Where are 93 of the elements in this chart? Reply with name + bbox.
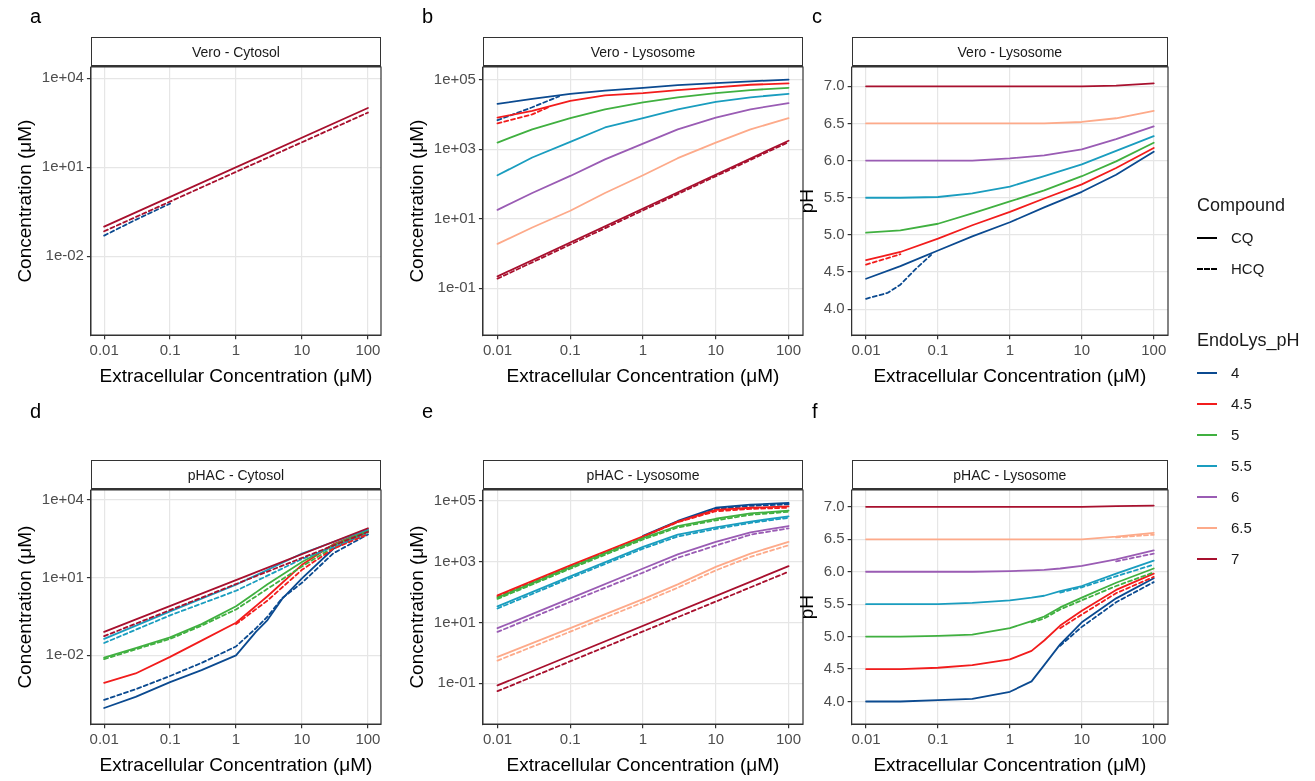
x-tick-label: 0.01 (89, 341, 119, 359)
x-tick-label: 0.01 (89, 730, 119, 748)
x-axis-title: Extracellular Concentration (μM) (873, 364, 1147, 386)
x-tick-label: 0.01 (851, 341, 881, 359)
x-tick-label: 100 (776, 730, 802, 748)
x-tick-label: 1 (1005, 341, 1015, 359)
x-tick-label: 10 (293, 730, 311, 748)
text: e (422, 400, 434, 423)
y-tick-label: 1e+03 (433, 551, 476, 569)
x-axis-title: Extracellular Concentration (μM) (99, 364, 373, 386)
y-tick-label: 7.0 (823, 497, 845, 515)
y-axis-title: Concentration (μM) (405, 119, 427, 283)
x-tick-label: 10 (1073, 730, 1091, 748)
legend-label: 5.5 (1231, 457, 1252, 474)
x-tick-label: 100 (1141, 730, 1167, 748)
chart-title: pHAC - Lysosome (851, 460, 1168, 490)
y-tick-label: 4.5 (823, 262, 845, 280)
x-tick-label: 10 (293, 341, 311, 359)
y-tick-label: 1e+03 (433, 139, 476, 157)
x-tick-label: 0.1 (559, 730, 581, 748)
legend-label: 6 (1231, 488, 1240, 505)
y-tick-label: 4.0 (823, 691, 845, 709)
text: d (30, 400, 42, 423)
y-tick-label: 1e+01 (41, 157, 84, 175)
x-tick-label: 0.01 (851, 730, 881, 748)
y-tick-label: 5.5 (823, 187, 845, 205)
y-tick-label: 6.0 (823, 150, 845, 168)
x-axis-title: Extracellular Concentration (μM) (506, 364, 780, 386)
y-axis-title: Concentration (μM) (13, 525, 35, 689)
x-tick-label: 100 (355, 730, 381, 748)
x-tick-label: 0.1 (559, 341, 581, 359)
y-axis-title: Concentration (μM) (405, 525, 427, 689)
x-tick-label: 100 (355, 341, 381, 359)
chart-title: Vero - Lysosome (482, 37, 803, 67)
x-tick-label: 1 (638, 730, 648, 748)
y-tick-label: 1e-02 (45, 246, 84, 264)
x-tick-label: 1 (638, 341, 648, 359)
legend-title: Compound (1197, 195, 1286, 216)
y-tick-label: 1e+01 (433, 208, 476, 226)
x-axis-title: Extracellular Concentration (μM) (99, 753, 373, 775)
y-tick-label: 1e+01 (41, 567, 84, 585)
chart-title: Vero - Lysosome (851, 37, 1168, 67)
y-tick-label: 6.5 (823, 529, 845, 547)
legend-label: CQ (1231, 229, 1254, 246)
x-tick-label: 0.1 (927, 730, 949, 748)
y-tick-label: 1e-01 (437, 673, 476, 691)
y-axis-title: pH (795, 188, 817, 214)
legend-label: 4 (1231, 364, 1240, 381)
x-axis-title: Extracellular Concentration (μM) (506, 753, 780, 775)
y-tick-label: 5.5 (823, 594, 845, 612)
x-tick-label: 0.1 (159, 730, 181, 748)
y-tick-label: 4.5 (823, 659, 845, 677)
x-tick-label: 1 (231, 341, 241, 359)
text: b (422, 5, 434, 28)
x-axis-title: Extracellular Concentration (μM) (873, 753, 1147, 775)
x-tick-label: 1 (1005, 730, 1015, 748)
legend-label: 7 (1231, 550, 1240, 567)
text: a (30, 5, 42, 28)
y-tick-label: 6.0 (823, 561, 845, 579)
chart-title: pHAC - Lysosome (482, 460, 803, 490)
y-tick-label: 5.0 (823, 626, 845, 644)
legend-label: 5 (1231, 426, 1240, 443)
x-tick-label: 100 (1141, 341, 1167, 359)
y-tick-label: 6.5 (823, 113, 845, 131)
legend-label: HCQ (1231, 260, 1265, 277)
legend-title: EndoLys_pH (1197, 330, 1300, 351)
y-axis-title: pH (795, 594, 817, 620)
legend-label: 4.5 (1231, 395, 1252, 412)
x-tick-label: 1 (231, 730, 241, 748)
y-tick-label: 1e+04 (41, 489, 84, 507)
y-tick-label: 1e+05 (433, 491, 476, 509)
chart-title: pHAC - Cytosol (90, 460, 381, 490)
y-tick-label: 1e+04 (41, 68, 84, 86)
y-tick-label: 1e+01 (433, 612, 476, 630)
x-tick-label: 0.1 (159, 341, 181, 359)
x-tick-label: 0.1 (927, 341, 949, 359)
legend-label: 6.5 (1231, 519, 1252, 536)
y-tick-label: 4.0 (823, 299, 845, 317)
y-tick-label: 7.0 (823, 76, 845, 94)
text: f (812, 400, 818, 423)
x-tick-label: 10 (707, 341, 725, 359)
text: c (812, 5, 822, 28)
x-tick-label: 0.01 (482, 341, 513, 359)
chart-title: Vero - Cytosol (90, 37, 381, 67)
x-tick-label: 100 (776, 341, 802, 359)
y-tick-label: 1e-01 (437, 278, 476, 296)
y-tick-label: 5.0 (823, 225, 845, 243)
x-tick-label: 10 (707, 730, 725, 748)
y-axis-title: Concentration (μM) (13, 119, 35, 283)
x-tick-label: 0.01 (482, 730, 513, 748)
x-tick-label: 10 (1073, 341, 1091, 359)
y-tick-label: 1e+05 (433, 69, 476, 87)
y-tick-label: 1e-02 (45, 645, 84, 663)
